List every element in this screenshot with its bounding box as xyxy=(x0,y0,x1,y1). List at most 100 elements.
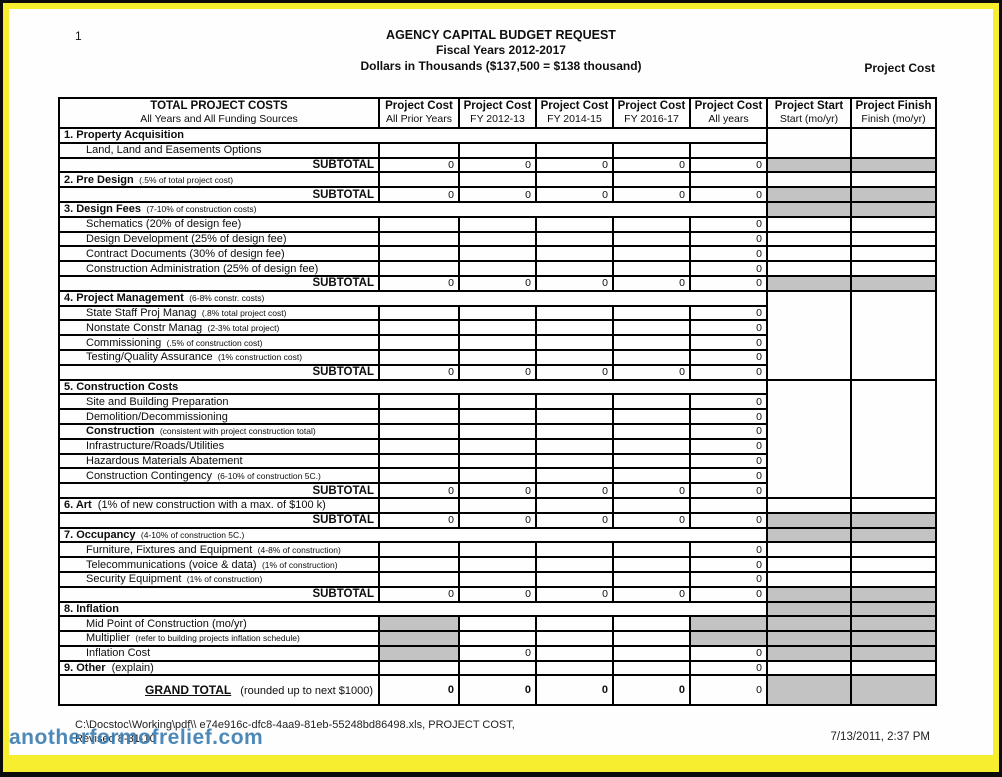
subtotal-row: SUBTOTAL 0 0 0 0 0 xyxy=(58,585,936,602)
start-cell xyxy=(766,215,851,232)
cost-cell: 0 xyxy=(689,274,767,291)
section-row: 4. Project Management (6-8% constr. cost… xyxy=(58,289,936,306)
cost-cell xyxy=(535,260,613,276)
cost-cell xyxy=(458,408,536,424)
cost-cell: 0 xyxy=(689,230,767,247)
finish-cell xyxy=(850,585,936,602)
cost-cell: 0 xyxy=(458,363,536,380)
start-cell xyxy=(766,556,851,572)
cost-cell xyxy=(612,541,690,558)
start-cell xyxy=(766,156,851,173)
cost-cell xyxy=(612,452,690,469)
row-label: Inflation Cost xyxy=(58,644,379,661)
cost-cell xyxy=(612,556,690,572)
cost-cell: 0 xyxy=(378,363,459,380)
section-row: 1. Property Acquisition xyxy=(58,127,936,143)
cost-cell xyxy=(535,644,613,661)
finish-cell xyxy=(850,289,936,306)
start-cell xyxy=(766,453,851,469)
cost-cell xyxy=(458,334,536,350)
cost-cell xyxy=(458,615,536,632)
finish-cell xyxy=(850,409,936,424)
cost-cell: 0 xyxy=(689,319,767,336)
cost-cell xyxy=(535,556,613,572)
start-cell xyxy=(766,200,851,217)
cost-cell xyxy=(535,319,613,336)
table-body: 1. Property Acquisition Land, Land and Ea… xyxy=(58,127,936,706)
cost-cell xyxy=(458,171,536,188)
finish-cell xyxy=(850,171,936,188)
cost-cell xyxy=(535,422,613,439)
cost-cell: 0 xyxy=(689,156,767,173)
cost-cell xyxy=(612,422,690,439)
finish-cell xyxy=(850,186,936,202)
page-number: 1 xyxy=(75,29,82,43)
cost-cell: 0 xyxy=(612,186,690,202)
start-cell xyxy=(766,394,851,410)
finish-cell xyxy=(850,156,936,173)
start-cell xyxy=(766,468,851,484)
row-label: SUBTOTAL xyxy=(58,363,379,380)
cost-cell xyxy=(535,171,613,188)
item-row: Mid Point of Construction (mo/yr) xyxy=(58,615,936,632)
page-subtitle-fiscal-years: Fiscal Years 2012-2017 xyxy=(436,43,566,57)
cost-cell xyxy=(458,541,536,558)
cost-cell xyxy=(689,496,767,513)
cost-cell: 0 xyxy=(535,156,613,173)
cost-cell: 0 xyxy=(689,245,767,262)
item-row: State Staff Proj Manag (.8% total projec… xyxy=(58,304,936,321)
cost-cell: 0 xyxy=(689,422,767,439)
start-cell xyxy=(766,245,851,262)
cost-cell xyxy=(458,141,536,158)
header-col-5: Project Cost All years xyxy=(689,97,767,128)
cost-cell: 0 xyxy=(535,482,613,498)
cost-cell: 0 xyxy=(458,644,536,661)
cost-cell: 0 xyxy=(378,186,459,202)
cost-cell: 0 xyxy=(458,156,536,173)
finish-cell xyxy=(850,541,936,558)
finish-cell xyxy=(850,453,936,469)
cost-cell xyxy=(535,334,613,350)
item-row: Telecommunications (voice & data) (1% of… xyxy=(58,556,936,572)
row-label: 1. Property Acquisition xyxy=(58,127,767,143)
start-cell xyxy=(766,274,851,291)
row-label: Contract Documents (30% of design fee) xyxy=(58,245,379,262)
section-row: 5. Construction Costs xyxy=(58,378,936,395)
page-subtitle-dollars: Dollars in Thousands ($137,500 = $138 th… xyxy=(360,59,642,73)
finish-cell xyxy=(850,349,936,365)
cost-cell xyxy=(612,245,690,262)
header-col-1: Project Cost All Prior Years xyxy=(378,97,459,128)
row-label: SUBTOTAL xyxy=(58,511,379,528)
cost-cell xyxy=(378,215,459,232)
subtotal-row: SUBTOTAL 0 0 0 0 0 xyxy=(58,363,936,380)
item-row: Infrastructure/Roads/Utilities 0 xyxy=(58,437,936,454)
item-row: Hazardous Materials Abatement 0 xyxy=(58,452,936,469)
start-cell xyxy=(766,127,851,143)
subtotal-row: SUBTOTAL 0 0 0 0 0 xyxy=(58,482,936,498)
page-title: AGENCY CAPITAL BUDGET REQUEST xyxy=(386,28,616,42)
cost-cell: 0 xyxy=(535,363,613,380)
cost-cell xyxy=(535,393,613,410)
cost-cell: 0 xyxy=(689,570,767,587)
cost-cell xyxy=(458,304,536,321)
start-cell xyxy=(766,289,851,306)
cost-cell xyxy=(612,570,690,587)
header-total-project-costs: TOTAL PROJECT COSTS All Years and All Fun… xyxy=(58,97,379,128)
row-label: 5. Construction Costs xyxy=(58,378,767,395)
cost-cell xyxy=(378,171,459,188)
cost-cell xyxy=(612,630,690,646)
cost-cell: 0 xyxy=(689,511,767,528)
cost-cell xyxy=(378,496,459,513)
item-row: Design Development (25% of design fee) 0 xyxy=(58,230,936,247)
cost-cell xyxy=(378,141,459,158)
row-label: 2. Pre Design (.5% of total project cost… xyxy=(58,171,379,188)
start-cell xyxy=(766,186,851,202)
cost-cell xyxy=(535,659,613,676)
finish-cell xyxy=(850,483,936,498)
cost-cell xyxy=(458,260,536,276)
cost-cell: 0 xyxy=(378,274,459,291)
row-label: Hazardous Materials Abatement xyxy=(58,452,379,469)
cost-cell xyxy=(378,630,459,646)
start-cell xyxy=(766,526,851,543)
row-label: Testing/Quality Assurance (1% constructi… xyxy=(58,348,379,365)
